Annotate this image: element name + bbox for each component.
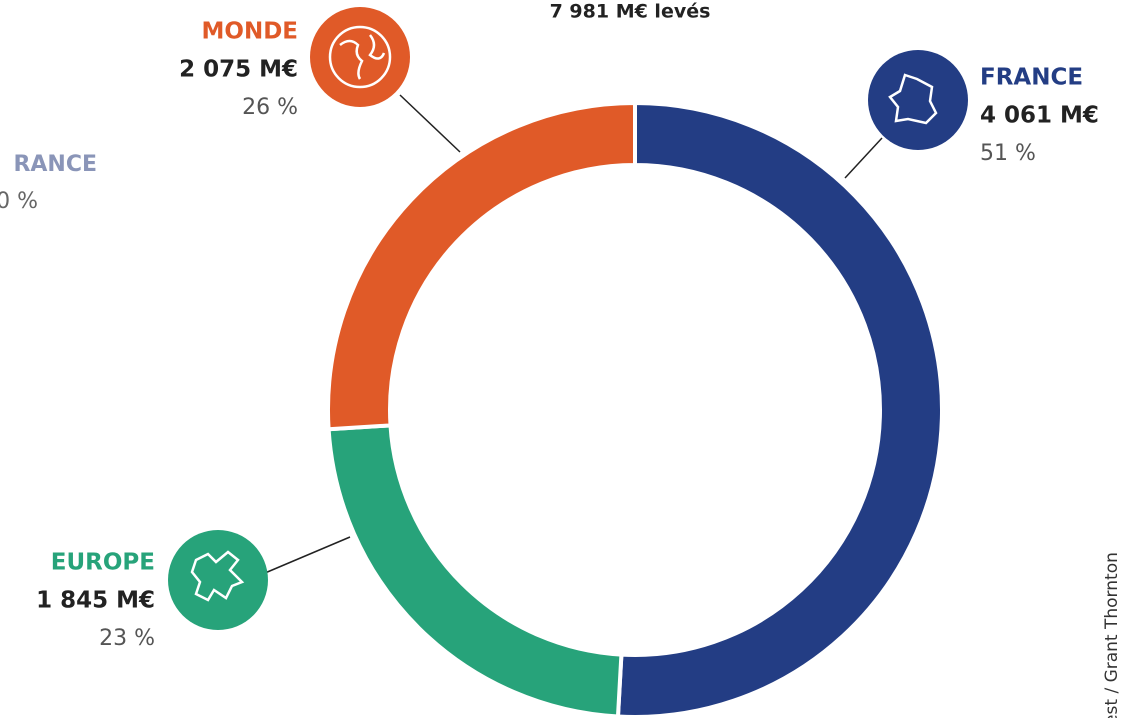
value-label: 4 061 M€	[980, 103, 1099, 129]
icon-bg	[868, 50, 968, 150]
globe-icon	[328, 25, 392, 89]
leader-line	[844, 137, 883, 179]
share-label: 26 %	[242, 95, 298, 120]
icons	[168, 7, 968, 630]
category-label: EUROPE	[51, 550, 155, 576]
source: vest / Grant Thornton	[1102, 552, 1122, 718]
donut-segment	[326, 423, 624, 718]
icon-bg	[310, 7, 410, 107]
leader-line	[264, 536, 351, 574]
europe-icon	[190, 550, 245, 602]
donut-segment	[326, 100, 637, 432]
globe-icon	[339, 34, 386, 80]
leader-line	[399, 94, 461, 153]
value-label: 2 075 M€	[179, 57, 298, 83]
share-label: 51 %	[980, 141, 1036, 166]
france-icon	[888, 73, 938, 125]
share-label: 23 %	[99, 626, 155, 651]
category-label: MONDE	[202, 19, 299, 45]
faded-label: RANCE	[13, 152, 97, 177]
total-label: 7 981 M€ levés	[550, 1, 711, 23]
faded-share: 0 %	[0, 189, 38, 214]
donut-segment	[615, 100, 944, 718]
icon-bg	[168, 530, 268, 630]
value-label: 1 845 M€	[36, 588, 155, 614]
category-label: FRANCE	[980, 65, 1083, 91]
